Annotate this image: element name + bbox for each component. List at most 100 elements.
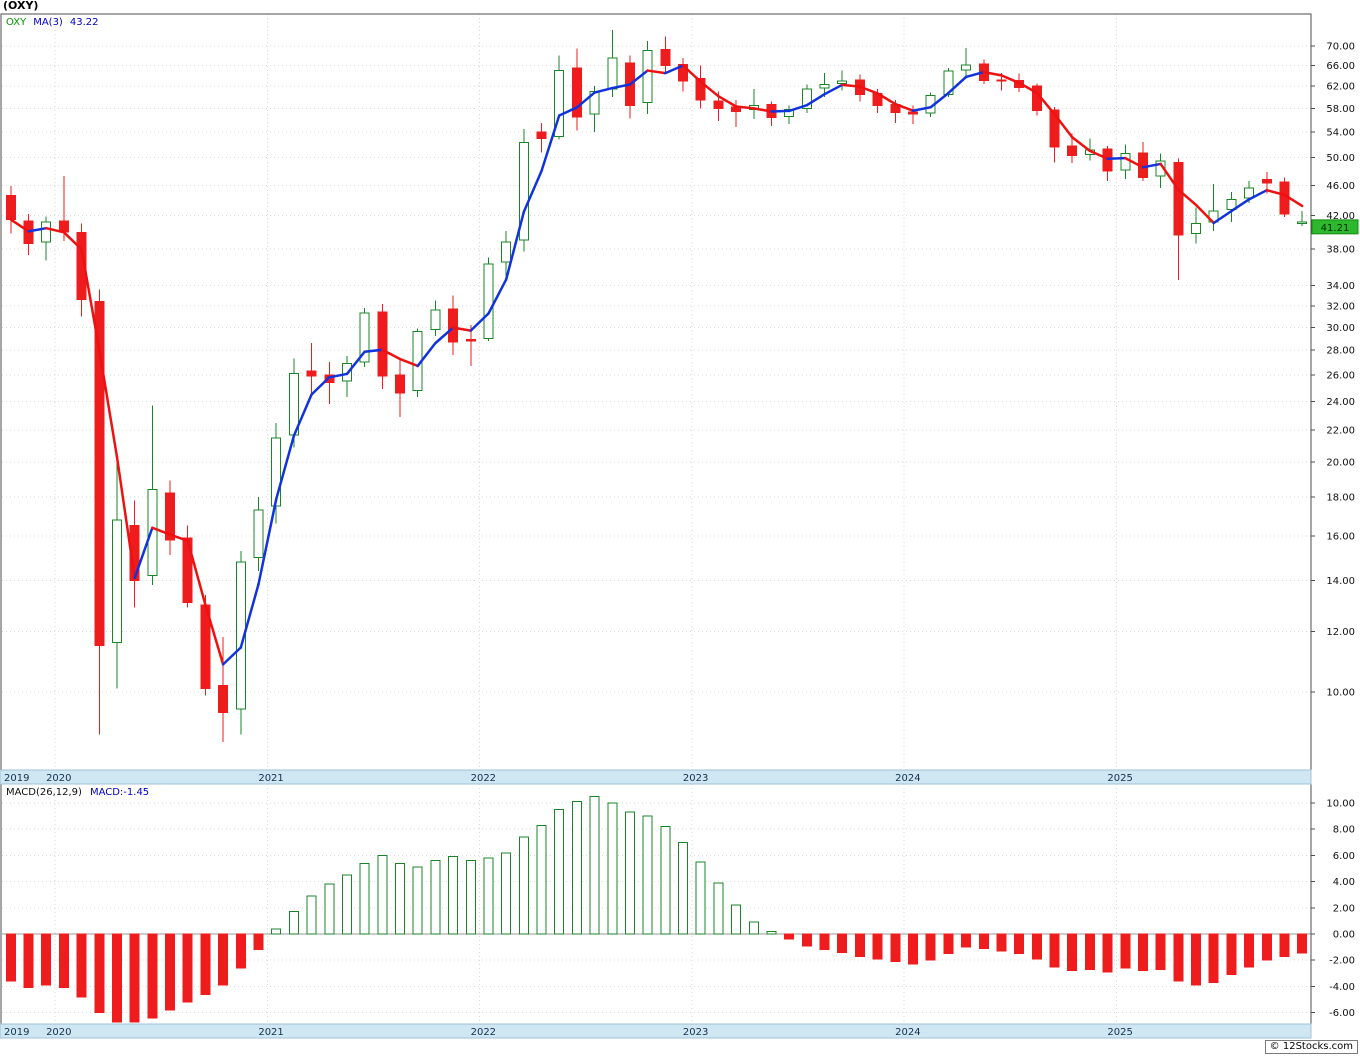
macd-bar	[1191, 933, 1202, 986]
macd-bar	[94, 933, 105, 1014]
macd-bar	[1261, 933, 1272, 961]
svg-text:62.00: 62.00	[1326, 82, 1355, 93]
macd-bar	[1226, 933, 1237, 976]
svg-text:2020: 2020	[46, 1027, 71, 1038]
svg-text:2024: 2024	[895, 1027, 920, 1038]
svg-text:-2.00: -2.00	[1329, 956, 1355, 967]
price-axis: 70.00 66.00 62.00 58.00 54.00 50.00 46.00 42.00…	[0, 13, 1355, 771]
macd-bar	[1208, 933, 1219, 983]
macd-bar	[854, 933, 865, 957]
candle	[41, 216, 52, 261]
macd-bar	[518, 836, 529, 935]
svg-text:41.21: 41.21	[1321, 223, 1350, 234]
macd-bar	[695, 861, 706, 935]
macd-bar	[377, 854, 388, 935]
candle	[359, 307, 370, 368]
macd-bar	[801, 933, 812, 947]
price-legend: OXY MA(3) 43.22	[6, 17, 105, 29]
legend-symbol: OXY	[6, 17, 27, 28]
svg-text:10.00: 10.00	[1326, 688, 1355, 699]
svg-text:2024: 2024	[895, 773, 920, 784]
macd-bar	[76, 933, 87, 998]
macd-bar	[288, 911, 299, 935]
candle	[518, 129, 529, 252]
candle	[218, 637, 229, 743]
macd-bar	[1279, 933, 1290, 957]
macd-bar	[1049, 933, 1060, 968]
svg-text:2022: 2022	[471, 1027, 496, 1038]
macd-bar	[341, 874, 352, 935]
candle	[253, 496, 264, 571]
macd-bar	[324, 883, 335, 935]
candle	[784, 105, 795, 125]
macd-bar	[129, 933, 140, 1023]
macd-bar	[465, 860, 476, 935]
macd-bar	[978, 933, 989, 949]
ticker-title: (OXY)	[3, 0, 39, 12]
macd-bar	[1067, 933, 1078, 972]
macd-bar	[1014, 933, 1025, 955]
macd-bar	[483, 857, 494, 935]
svg-text:2021: 2021	[258, 1027, 283, 1038]
macd-bar	[536, 824, 547, 935]
macd-bar	[1102, 933, 1113, 973]
macd-bar	[837, 933, 848, 953]
candle	[1297, 210, 1308, 226]
svg-text:2021: 2021	[258, 773, 283, 784]
candle	[571, 48, 582, 131]
svg-text:4.00: 4.00	[1333, 877, 1355, 888]
legend-ma-value: 43.22	[69, 17, 99, 28]
legend-ma-label: MA(3)	[33, 17, 63, 28]
svg-text:58.00: 58.00	[1326, 104, 1355, 115]
candle	[165, 480, 176, 556]
svg-text:70.00: 70.00	[1326, 41, 1355, 52]
svg-text:2.00: 2.00	[1333, 903, 1355, 914]
macd-bar	[872, 933, 883, 960]
macd-bar	[182, 933, 193, 1003]
macd-bar	[1084, 933, 1095, 970]
candle	[377, 303, 388, 390]
svg-text:18.00: 18.00	[1326, 492, 1355, 503]
svg-text:42.00: 42.00	[1326, 211, 1355, 222]
candle	[501, 230, 512, 277]
macd-bar	[907, 933, 918, 965]
svg-text:2019: 2019	[4, 1027, 29, 1038]
ma-line-layer	[9, 64, 1304, 666]
svg-text:-6.00: -6.00	[1329, 1008, 1355, 1019]
macd-bar	[607, 802, 618, 935]
svg-text:10.00: 10.00	[1326, 799, 1355, 810]
svg-text:12.00: 12.00	[1326, 627, 1355, 638]
candle	[1173, 158, 1184, 280]
svg-text:16.00: 16.00	[1326, 531, 1355, 542]
year-band-bottom: 2019 2020 2021 2022 2023 2024 2025	[0, 1023, 1312, 1039]
macd-bar	[395, 862, 406, 935]
svg-text:30.00: 30.00	[1326, 323, 1355, 334]
macd-bar	[448, 856, 459, 935]
svg-text:28.00: 28.00	[1326, 346, 1355, 357]
candle	[200, 594, 211, 696]
macd-bar	[731, 904, 742, 935]
macd-bar	[1173, 933, 1184, 982]
macd-bar	[748, 921, 759, 935]
macd-bar	[1297, 933, 1308, 954]
candle	[111, 455, 122, 689]
svg-text:-4.00: -4.00	[1329, 982, 1355, 993]
svg-text:22.00: 22.00	[1326, 426, 1355, 437]
macd-bar	[571, 801, 582, 935]
macd-bar	[660, 826, 671, 935]
svg-text:2023: 2023	[683, 773, 708, 784]
candle	[961, 47, 972, 78]
macd-bar	[253, 933, 264, 951]
macd-legend: MACD(26,12,9) MACD:-1.45	[6, 787, 157, 799]
svg-text:14.00: 14.00	[1326, 576, 1355, 587]
panel-backgrounds	[2, 14, 1311, 1024]
candle	[271, 422, 282, 524]
last-price-badge: 41.21	[1311, 219, 1359, 235]
svg-text:38.00: 38.00	[1326, 244, 1355, 255]
macd-bar	[784, 933, 795, 940]
svg-text:34.00: 34.00	[1326, 281, 1355, 292]
svg-text:2025: 2025	[1107, 773, 1132, 784]
candle	[1049, 107, 1060, 163]
